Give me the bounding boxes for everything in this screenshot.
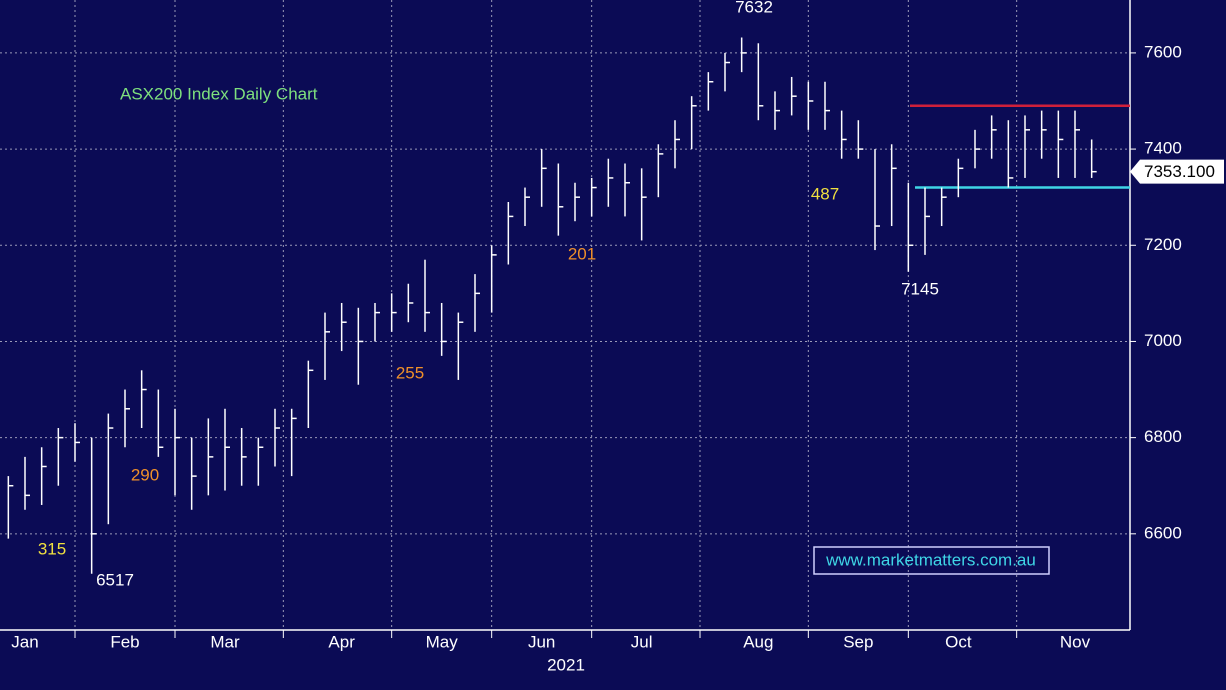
annotation: 290 — [131, 465, 159, 484]
x-tick-label: Jul — [631, 632, 653, 651]
annotation: 6517 — [96, 570, 134, 589]
x-tick-label: Jan — [11, 632, 38, 651]
annotation: 201 — [568, 244, 596, 263]
x-tick-label: Oct — [945, 632, 972, 651]
x-tick-label: Nov — [1060, 632, 1091, 651]
annotation: 315 — [38, 539, 66, 558]
annotation: 7632 — [735, 0, 773, 16]
annotation: 7145 — [901, 279, 939, 298]
x-axis-label: 2021 — [547, 655, 585, 674]
x-tick-label: Jun — [528, 632, 555, 651]
watermark-box — [813, 546, 1050, 575]
y-tick-label: 7000 — [1144, 331, 1182, 350]
x-tick-label: Feb — [110, 632, 139, 651]
annotation: 487 — [811, 184, 839, 203]
x-tick-label: Sep — [843, 632, 873, 651]
y-tick-label: 6800 — [1144, 427, 1182, 446]
x-tick-label: Mar — [210, 632, 240, 651]
x-tick-label: Aug — [743, 632, 773, 651]
annotation: 255 — [396, 363, 424, 382]
x-tick-label: May — [426, 632, 459, 651]
watermark: www.marketmatters.com.au — [825, 550, 1036, 569]
last-price-box — [1130, 159, 1224, 184]
x-tick-label: Apr — [328, 632, 355, 651]
y-tick-label: 7200 — [1144, 235, 1182, 254]
y-tick-label: 7600 — [1144, 42, 1182, 61]
y-tick-label: 7400 — [1144, 139, 1182, 158]
last-price-label: 7353.100 — [1144, 162, 1215, 181]
y-tick-label: 6600 — [1144, 523, 1182, 542]
chart-title: ASX200 Index Daily Chart — [120, 84, 318, 103]
